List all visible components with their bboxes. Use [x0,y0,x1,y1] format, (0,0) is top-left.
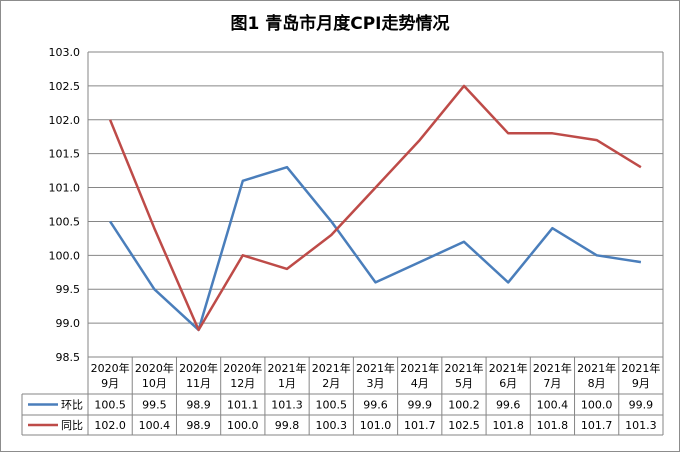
data-label: 101.3 [271,399,303,412]
y-tick-label: 102.0 [49,114,81,127]
data-label: 99.5 [142,399,167,412]
legend-label: 环比 [61,399,83,412]
x-tick-label: 6月 [499,377,517,390]
y-tick-label: 98.5 [56,351,81,364]
data-label: 102.5 [448,419,480,432]
legend-label: 同比 [61,419,83,432]
x-tick-label: 2021年 [489,361,528,375]
x-tick-label: 2020年 [91,361,130,375]
data-label: 99.6 [496,399,521,412]
x-tick-label: 2月 [322,377,340,390]
y-tick-label: 102.5 [49,80,81,93]
x-tick-label: 11月 [186,377,211,390]
x-tick-label: 2020年 [223,361,262,375]
data-label: 101.3 [625,419,657,432]
data-label: 100.3 [316,419,348,432]
data-label: 99.9 [407,399,432,412]
y-tick-label: 100.0 [49,249,81,262]
data-label: 99.9 [629,399,654,412]
data-label: 99.8 [275,419,300,432]
y-tick-label: 99.0 [56,317,81,330]
x-tick-label: 2021年 [533,361,572,375]
data-label: 98.9 [186,419,211,432]
data-label: 101.7 [404,419,436,432]
data-label: 99.6 [363,399,388,412]
x-tick-label: 3月 [367,377,385,390]
data-label: 100.5 [316,399,348,412]
chart-title: 图1 青岛市月度CPI走势情况 [230,14,450,34]
x-tick-label: 8月 [588,377,606,390]
y-tick-label: 103.0 [49,46,81,59]
data-label: 101.8 [537,419,569,432]
series-line-tongbi [108,84,642,332]
data-label: 98.9 [186,399,211,412]
data-label: 100.0 [581,399,613,412]
y-tick-label: 100.5 [49,215,81,228]
x-tick-label: 2020年 [135,361,174,375]
x-tick-label: 9月 [101,377,119,390]
x-tick-label: 1月 [278,377,296,390]
data-label: 102.0 [94,419,126,432]
x-tick-label: 2020年 [179,361,218,375]
x-tick-label: 9月 [632,377,650,390]
data-label: 101.0 [360,419,392,432]
x-tick-label: 10月 [142,377,167,390]
x-tick-label: 5月 [455,377,473,390]
data-label: 100.0 [227,419,259,432]
x-tick-label: 2021年 [577,361,616,375]
x-tick-label: 2021年 [312,361,351,375]
x-tick-label: 4月 [411,377,429,390]
data-label: 100.5 [94,399,126,412]
y-tick-label: 101.5 [49,148,81,161]
x-tick-label: 2021年 [356,361,395,375]
data-label: 100.2 [448,399,480,412]
data-label: 101.8 [492,419,524,432]
x-tick-label: 12月 [230,377,255,390]
data-label: 101.7 [581,419,613,432]
series-line-huanbi [109,165,642,332]
data-label: 101.1 [227,399,259,412]
y-tick-label: 99.5 [56,283,81,296]
x-tick-label: 7月 [543,377,561,390]
x-tick-label: 2021年 [268,361,307,375]
x-tick-label: 2021年 [621,361,660,375]
x-tick-label: 2021年 [444,361,483,375]
y-tick-label: 101.0 [49,182,81,195]
data-label: 100.4 [139,419,171,432]
data-label: 100.4 [537,399,569,412]
x-tick-label: 2021年 [400,361,439,375]
